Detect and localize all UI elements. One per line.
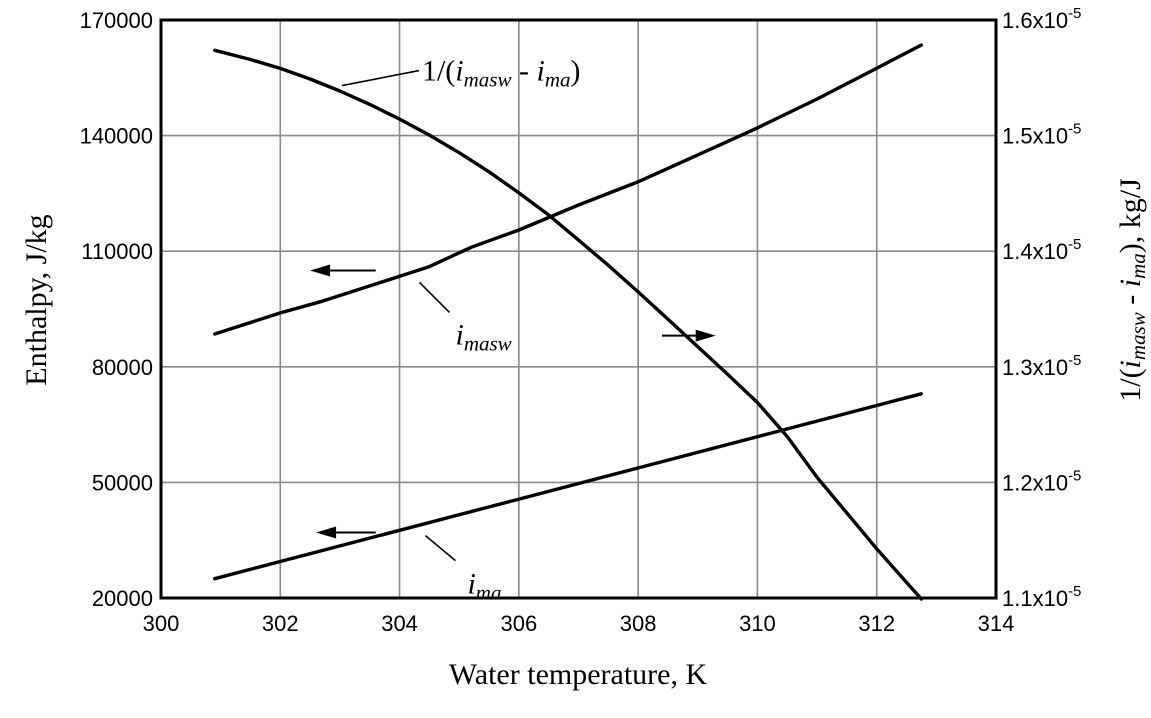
y-right-tick-exponent: -5 xyxy=(1068,5,1081,22)
arrow-ma-head xyxy=(316,526,337,539)
label-recip-part: i xyxy=(455,55,463,88)
y-right-tick-label: 1.1x10-5 xyxy=(1002,583,1081,611)
y-right-tick-exponent: -5 xyxy=(1068,583,1081,600)
label-recip-part: ma xyxy=(545,68,571,92)
leader-masw xyxy=(418,281,451,313)
x-axis-label: Water temperature, K xyxy=(449,658,708,691)
y-right-tick-mantissa: 1.4x10 xyxy=(1002,239,1068,264)
x-tick-label: 302 xyxy=(262,611,299,636)
x-tick-label: 310 xyxy=(739,611,776,636)
y-left-tick-label: 50000 xyxy=(92,470,153,495)
series-layer xyxy=(213,43,924,601)
series-line-1 xyxy=(213,48,924,601)
arrow-recip xyxy=(662,329,716,342)
x-tick-label: 308 xyxy=(620,611,657,636)
label-ma-part: ma xyxy=(476,581,502,605)
y-right-label-mid: - xyxy=(1114,287,1147,312)
y-right-tick-exponent: -5 xyxy=(1068,352,1081,369)
x-tick-label: 304 xyxy=(381,611,418,636)
x-tick-label: 300 xyxy=(143,611,180,636)
y-right-tick-mantissa: 1.3x10 xyxy=(1002,355,1068,380)
label-masw-part: masw xyxy=(464,331,512,355)
y-right-tick-mantissa: 1.2x10 xyxy=(1002,470,1068,495)
label-recip-part: ) xyxy=(571,55,581,88)
series-line-0 xyxy=(213,43,924,336)
y-right-tick-labels: 1.1x10-51.2x10-51.3x10-51.4x10-51.5x10-5… xyxy=(1002,5,1081,611)
y-right-label-sub2: ma xyxy=(1126,253,1150,279)
y-right-tick-mantissa: 1.6x10 xyxy=(1002,8,1068,33)
label-recip-part: 1/( xyxy=(422,55,455,88)
plot-frame xyxy=(159,18,998,600)
y-right-label-suffix: ), kg/J xyxy=(1114,178,1147,253)
y-left-tick-labels: 20000 50000 80000 110000 140000 170000 xyxy=(80,8,153,611)
y-right-label-sym1: i xyxy=(1114,360,1147,368)
x-tick-label: 312 xyxy=(858,611,895,636)
y-right-tick-label: 1.4x10-5 xyxy=(1002,236,1081,264)
label-ma: ima xyxy=(467,568,501,605)
y-left-tick-label: 20000 xyxy=(92,586,153,611)
y-right-tick-label: 1.3x10-5 xyxy=(1002,352,1081,380)
y-right-tick-mantissa: 1.1x10 xyxy=(1002,586,1068,611)
y-left-axis-label: Enthalpy, J/kg xyxy=(20,214,53,385)
arrow-masw-head xyxy=(310,264,331,277)
y-left-tick-label: 80000 xyxy=(92,355,153,380)
x-tick-labels: 300 302 304 306 308 310 312 314 xyxy=(143,611,1015,636)
y-right-tick-label: 1.2x10-5 xyxy=(1002,467,1081,495)
y-right-label-prefix: 1/( xyxy=(1114,368,1147,401)
label-recip-part: masw xyxy=(464,68,512,92)
label-masw: imasw xyxy=(456,318,512,355)
y-right-tick-exponent: -5 xyxy=(1068,467,1081,484)
y-left-tick-label: 170000 xyxy=(80,8,153,33)
y-right-tick-label: 1.6x10-5 xyxy=(1002,5,1081,33)
y-right-tick-exponent: -5 xyxy=(1068,121,1081,138)
y-right-label-sub1: masw xyxy=(1126,312,1150,360)
arrow-masw xyxy=(310,264,376,277)
y-right-tick-label: 1.5x10-5 xyxy=(1002,121,1081,149)
y-left-tick-label: 110000 xyxy=(81,239,153,264)
arrow-ma xyxy=(316,526,376,539)
label-masw-part: i xyxy=(456,318,464,351)
leader-ma xyxy=(424,535,456,562)
y-right-tick-mantissa: 1.5x10 xyxy=(1002,124,1068,149)
label-recip: 1/(imasw - ima) xyxy=(422,55,581,92)
series-line-2 xyxy=(213,392,924,581)
grid xyxy=(161,20,996,598)
x-tick-label: 314 xyxy=(978,611,1015,636)
leader-recip xyxy=(341,69,420,87)
arrow-recip-head xyxy=(695,329,716,342)
y-right-label-sym2: i xyxy=(1114,279,1147,287)
label-ma-part: i xyxy=(467,568,475,601)
y-left-tick-label: 140000 xyxy=(80,124,153,149)
label-recip-part: i xyxy=(536,55,544,88)
y-right-tick-exponent: -5 xyxy=(1068,236,1081,253)
x-tick-label: 306 xyxy=(500,611,537,636)
y-right-axis-label: 1/(imasw - ima), kg/J xyxy=(1114,178,1150,402)
label-recip-part: - xyxy=(511,55,536,88)
